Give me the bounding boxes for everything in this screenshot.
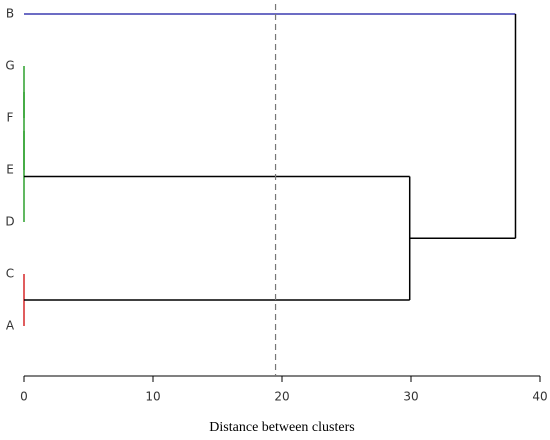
leaf-label: G bbox=[5, 59, 14, 73]
leaf-label: B bbox=[6, 7, 14, 21]
leaf-label: A bbox=[6, 319, 15, 333]
leaf-label: F bbox=[7, 111, 14, 125]
x-axis-label: Distance between clusters bbox=[209, 420, 354, 435]
x-tick-label: 10 bbox=[145, 390, 160, 404]
x-tick-label: 40 bbox=[532, 390, 547, 404]
x-tick-label: 20 bbox=[274, 390, 289, 404]
leaf-label: D bbox=[5, 215, 14, 229]
leaf-label: C bbox=[6, 267, 14, 281]
x-tick-label: 30 bbox=[403, 390, 418, 404]
leaf-label: E bbox=[6, 163, 14, 177]
x-tick-label: 0 bbox=[20, 390, 28, 404]
